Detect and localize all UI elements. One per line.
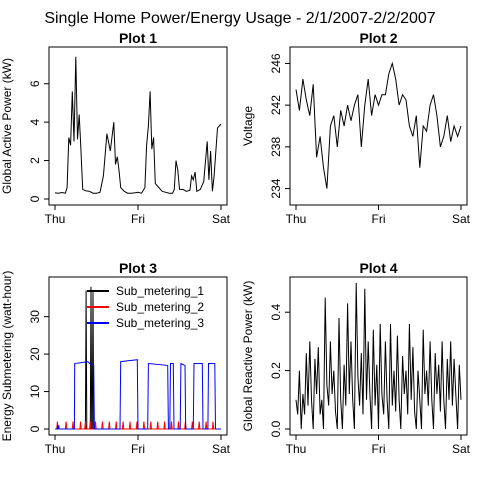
figure-title: Single Home Power/Energy Usage - 2/1/200…: [44, 10, 435, 27]
y-axis-label: Energy Submetering (watt-hour): [0, 271, 14, 442]
legend-label: Sub_metering_2: [116, 300, 204, 314]
y-tick-label: 238: [269, 137, 283, 157]
y-axis-label: Voltage: [241, 106, 255, 146]
y-tick-label: 234: [269, 178, 283, 198]
y-tick-label: 246: [269, 53, 283, 73]
series-line-1: [295, 61, 462, 189]
y-tick-label: 0: [28, 195, 42, 202]
plot-title: Plot 1: [119, 30, 157, 46]
plot-1-panel: Plot 1 Thu Fri Sat 0 2 4 6 Global Active Power (…: [0, 30, 231, 226]
x-tick-label: Sat: [212, 442, 231, 456]
series-line-3: [55, 359, 221, 430]
y-axis-label: Global Reactive Power (kW): [241, 281, 255, 432]
series-line-2: [55, 421, 221, 430]
y-tick-label: 2: [28, 157, 42, 164]
y-tick-label: 4: [28, 119, 42, 126]
plot-2-panel: Plot 2 Thu Fri Sat 234 238 242 246 Voltage: [241, 30, 471, 226]
legend-label: Sub_metering_1: [116, 284, 204, 298]
x-tick-label: Sat: [452, 212, 471, 226]
y-tick-label: 6: [28, 80, 42, 87]
x-tick-label: Thu: [45, 212, 66, 226]
y-tick-label: 0.4: [269, 304, 283, 321]
y-tick-label: 30: [28, 310, 42, 324]
x-tick-label: Thu: [45, 442, 66, 456]
x-tick-label: Sat: [212, 212, 231, 226]
x-tick-label: Fri: [372, 442, 386, 456]
legend-label: Sub_metering_3: [116, 316, 204, 330]
y-tick-label: 10: [28, 385, 42, 399]
x-tick-label: Thu: [286, 212, 307, 226]
plot-4-panel: Plot 4 Thu Fri Sat 0.0 0.2 0.4 Global Reactive …: [241, 260, 471, 456]
y-tick-label: 0.2: [269, 362, 283, 379]
x-tick-label: Fri: [131, 212, 145, 226]
plot-frame: [289, 46, 468, 206]
plot-3-panel: Plot 3 Thu Fri Sat 0 10 20 30 Energy Submetering…: [0, 260, 231, 456]
x-tick-label: Thu: [286, 442, 307, 456]
plot-title: Plot 4: [359, 260, 397, 276]
y-tick-label: 0.0: [269, 420, 283, 437]
x-tick-label: Fri: [372, 212, 386, 226]
series-line-1: [54, 56, 222, 194]
series-line-1: [295, 282, 462, 430]
x-tick-label: Fri: [131, 442, 145, 456]
x-tick-label: Sat: [452, 442, 471, 456]
plot-title: Plot 3: [119, 260, 157, 276]
y-tick-label: 242: [269, 95, 283, 115]
y-tick-label: 20: [28, 347, 42, 361]
plot-title: Plot 2: [359, 30, 397, 46]
y-tick-label: 0: [28, 425, 42, 432]
y-axis-label: Global Active Power (kW): [0, 58, 14, 194]
